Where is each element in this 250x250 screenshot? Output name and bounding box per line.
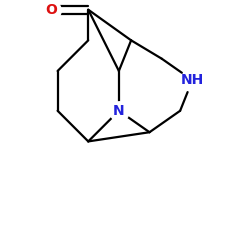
Text: NH: NH — [181, 73, 204, 87]
Text: N: N — [113, 104, 125, 118]
Text: O: O — [46, 3, 58, 17]
